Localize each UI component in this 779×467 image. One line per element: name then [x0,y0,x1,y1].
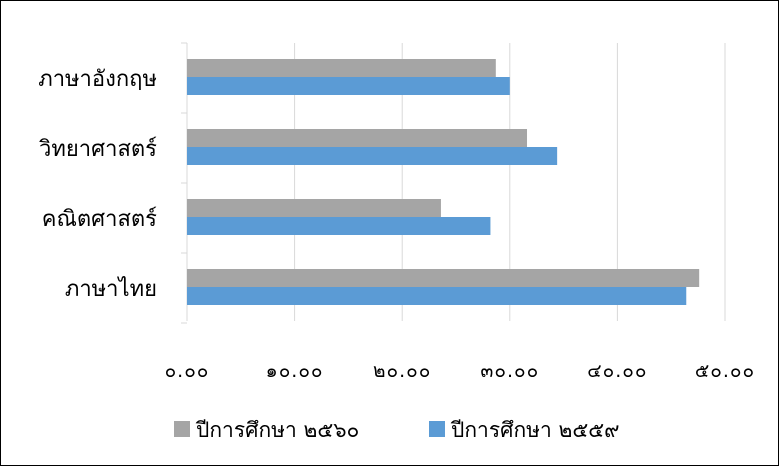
y-axis [181,42,188,324]
bar [187,217,491,235]
x-tick-label: ๑๐.๐๐ [266,360,324,382]
category-label: ภาษาไทย [65,276,157,302]
legend-label: ปีการศึกษา ๒๕๖๐ [195,418,359,442]
x-tick-label: ๔๐.๐๐ [587,360,647,382]
category-label: ภาษาอังกฤษ [38,67,157,92]
category-label: วิทยาศาสตร์ [38,137,157,162]
x-tick-label: ๐.๐๐ [165,360,210,382]
bar [187,77,510,95]
legend: ปีการศึกษา ๒๕๖๐ ปีการศึกษา ๒๕๕๙ [174,418,619,442]
x-tick-label: ๓๐.๐๐ [480,360,539,382]
x-tick-label: ๒๐.๐๐ [373,360,431,382]
bar [187,147,558,165]
x-tick-labels: ๐.๐๐ ๑๐.๐๐ ๒๐.๐๐ ๓๐.๐๐ ๔๐.๐๐ ๕๐.๐๐ [165,360,755,382]
bar [187,287,687,305]
bars [187,59,700,305]
legend-label: ปีการศึกษา ๒๕๕๙ [450,418,619,442]
bar [187,269,700,287]
legend-swatch [174,421,190,437]
x-tick-label: ๕๐.๐๐ [695,360,755,382]
bar [187,59,496,77]
legend-swatch [429,421,445,437]
bar [187,199,441,217]
bar [187,129,528,147]
category-label: คณิตศาสตร์ [42,207,157,232]
